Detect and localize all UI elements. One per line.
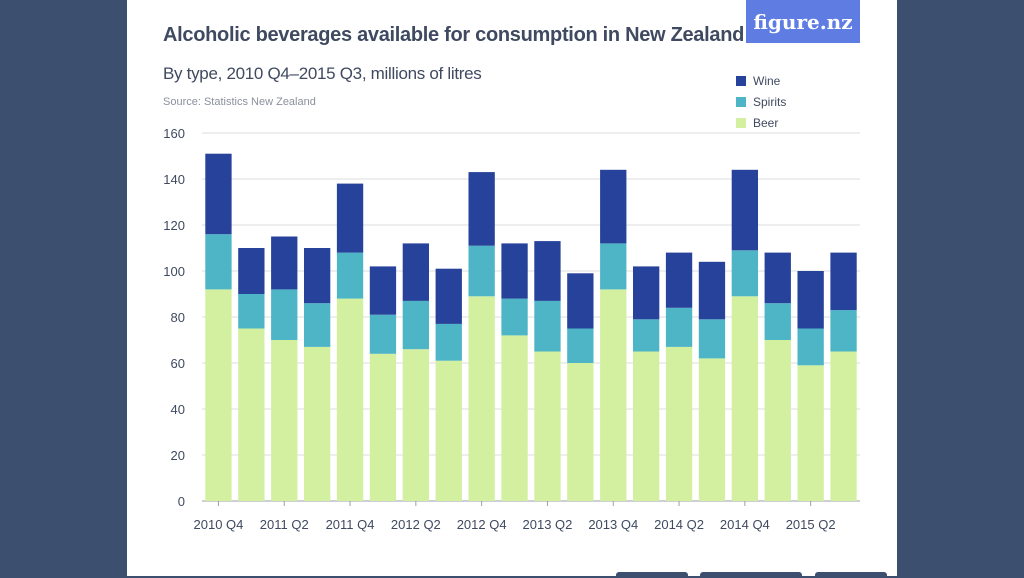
bar-beer (764, 340, 791, 501)
bar-spirits (698, 319, 726, 359)
bar-wine (665, 252, 693, 308)
x-tick-label: 2014 Q2 (654, 517, 704, 532)
bar-wine (238, 248, 265, 294)
bar-wine (402, 243, 430, 301)
bar-beer (271, 340, 298, 501)
y-tick-label: 0 (178, 494, 185, 509)
bar-wine (830, 252, 857, 311)
bar-beer (830, 351, 857, 501)
bar-wine (336, 183, 364, 253)
bar-spirits (435, 323, 462, 361)
bar-wine (764, 252, 791, 304)
bar-spirits (600, 243, 627, 290)
bar-wine (205, 153, 232, 235)
bar-spirits (303, 303, 331, 347)
bar-beer (238, 328, 265, 501)
chart-card: Alcoholic beverages available for consum… (127, 0, 897, 576)
bar-wine (303, 248, 331, 304)
x-tick-label: 2010 Q4 (194, 517, 244, 532)
y-tick-label: 140 (163, 172, 185, 187)
bar-beer (369, 353, 397, 501)
bar-spirits (205, 234, 232, 290)
bar-spirits (567, 328, 594, 363)
x-tick-label: 2012 Q4 (457, 517, 507, 532)
bar-beer (797, 365, 824, 501)
bar-beer (468, 296, 495, 501)
y-tick-label: 40 (171, 402, 185, 417)
bar-spirits (830, 310, 857, 352)
bottom-button-3[interactable] (815, 572, 887, 578)
stacked-bar-chart: 0 20 40 60 80 100 120 140 160 2010 Q4 2011 Q2 2011 … (163, 126, 860, 532)
bar-spirits (369, 314, 397, 354)
x-tick-label: 2014 Q4 (720, 517, 770, 532)
y-tick-label: 20 (171, 448, 185, 463)
bar-wine (731, 169, 759, 251)
figure-nz-logo[interactable]: figure.nz (746, 0, 860, 43)
y-tick-label: 160 (163, 126, 185, 141)
bar-beer (501, 335, 528, 501)
chart-subtitle: By type, 2010 Q4–2015 Q3, millions of li… (163, 64, 482, 83)
y-tick-label: 100 (163, 264, 185, 279)
x-tick-label: 2012 Q2 (391, 517, 441, 532)
bar-spirits (534, 300, 561, 352)
y-tick-label: 80 (171, 310, 185, 325)
chart-source: Source: Statistics New Zealand (163, 96, 316, 108)
bar-beer (435, 360, 462, 501)
bottom-button-1[interactable] (616, 572, 688, 578)
bottom-button-2[interactable] (700, 572, 802, 578)
bar-wine (534, 241, 561, 301)
legend-item-spirits: Spirits (736, 91, 786, 112)
bar-beer (402, 349, 430, 501)
bar-beer (567, 363, 594, 501)
legend-label-wine: Wine (753, 73, 781, 88)
bar-wine (468, 172, 495, 246)
bar-spirits (402, 300, 430, 350)
bar-beer (303, 346, 331, 501)
bar-wine (797, 271, 824, 329)
bar-spirits (271, 289, 298, 340)
bar-beer (698, 358, 726, 501)
bar-spirits (797, 328, 824, 366)
bar-spirits (468, 245, 495, 297)
bar-spirits (665, 307, 693, 347)
bar-beer (205, 289, 232, 501)
y-tick-label: 120 (163, 218, 185, 233)
chart-legend: Wine Spirits Beer (736, 70, 786, 133)
bar-beer (534, 351, 561, 501)
x-tick-label: 2011 Q4 (326, 517, 375, 532)
bar-wine (501, 243, 528, 299)
bar-wine (369, 266, 397, 315)
chart-title: Alcoholic beverages available for consum… (163, 24, 745, 46)
bar-beer (665, 346, 693, 501)
legend-label-beer: Beer (753, 115, 779, 130)
bar-beer (336, 298, 364, 501)
bar-wine (271, 236, 298, 290)
bar-spirits (501, 298, 528, 336)
x-tick-label: 2013 Q4 (588, 517, 638, 532)
bar-beer (600, 289, 627, 501)
legend-swatch-beer (736, 117, 746, 128)
legend-swatch-wine (736, 75, 746, 86)
bar-wine (600, 169, 627, 244)
bar-wine (435, 268, 462, 324)
legend-swatch-spirits (736, 96, 746, 107)
legend-item-beer: Beer (736, 112, 786, 133)
bar-wine (632, 266, 660, 320)
x-tick-label: 2015 Q2 (786, 517, 836, 532)
bar-spirits (336, 252, 364, 299)
bar-spirits (238, 294, 265, 329)
legend-label-spirits: Spirits (753, 94, 787, 109)
bar-spirits (731, 250, 759, 297)
legend-item-wine: Wine (736, 70, 786, 91)
x-tick-label: 2011 Q2 (260, 517, 309, 532)
bar-spirits (632, 319, 660, 352)
y-tick-label: 60 (171, 356, 185, 371)
bar-wine (567, 273, 594, 329)
bar-beer (731, 296, 759, 501)
bar-beer (632, 351, 660, 501)
x-tick-label: 2013 Q2 (523, 517, 573, 532)
bar-wine (698, 261, 726, 320)
bar-spirits (764, 303, 791, 340)
